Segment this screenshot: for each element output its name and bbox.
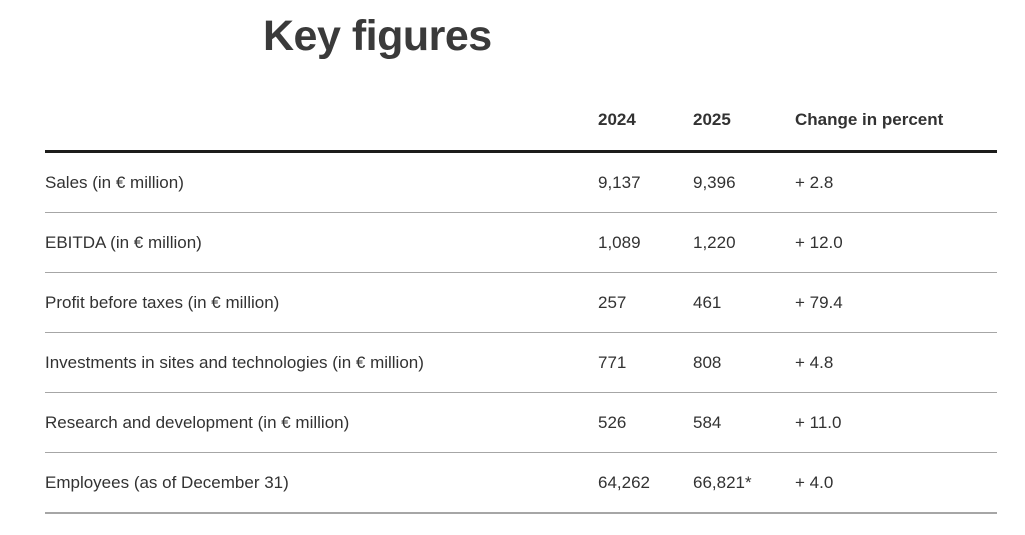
row-label: Investments in sites and technologies (i… (45, 352, 424, 372)
value-2025: 461 (693, 292, 722, 312)
page-title: Key figures (263, 12, 492, 60)
value-2024: 771 (598, 352, 627, 372)
table-row-sales: Sales (in € million) 9,137 9,396 + 2.8 (45, 152, 997, 213)
value-change: + 2.8 (795, 172, 834, 192)
column-header-empty (45, 90, 598, 152)
table-row-research-and-development: Research and development (in € million) … (45, 393, 997, 453)
row-label: EBITDA (in € million) (45, 232, 202, 252)
value-2024: 64,262 (598, 472, 650, 492)
table-row-ebitda: EBITDA (in € million) 1,089 1,220 + 12.0 (45, 213, 997, 273)
value-2024: 257 (598, 292, 627, 312)
value-2025: 808 (693, 352, 722, 372)
value-2025: 1,220 (693, 232, 736, 252)
column-header-change-in-percent: Change in percent (795, 110, 944, 129)
value-2025: 66,821* (693, 472, 752, 492)
value-change: + 79.4 (795, 292, 843, 312)
row-label: Profit before taxes (in € million) (45, 292, 280, 312)
value-2024: 9,137 (598, 172, 641, 192)
column-header-2024: 2024 (598, 110, 636, 129)
value-change: + 4.8 (795, 352, 834, 372)
row-label: Sales (in € million) (45, 172, 184, 192)
row-label: Employees (as of December 31) (45, 472, 289, 492)
column-header-2025: 2025 (693, 110, 731, 129)
table-row-investments: Investments in sites and technologies (i… (45, 333, 997, 393)
row-label: Research and development (in € million) (45, 412, 350, 432)
value-2025: 9,396 (693, 172, 736, 192)
table-header-row: 2024 2025 Change in percent (45, 90, 997, 152)
value-2024: 526 (598, 412, 627, 432)
value-2024: 1,089 (598, 232, 641, 252)
table-row-profit-before-taxes: Profit before taxes (in € million) 257 4… (45, 273, 997, 333)
value-change: + 4.0 (795, 472, 834, 492)
key-figures-table: 2024 2025 Change in percent Sales (in € … (45, 90, 997, 514)
value-change: + 11.0 (795, 412, 842, 432)
value-change: + 12.0 (795, 232, 843, 252)
table-row-employees: Employees (as of December 31) 64,262 66,… (45, 453, 997, 513)
value-2025: 584 (693, 412, 722, 432)
